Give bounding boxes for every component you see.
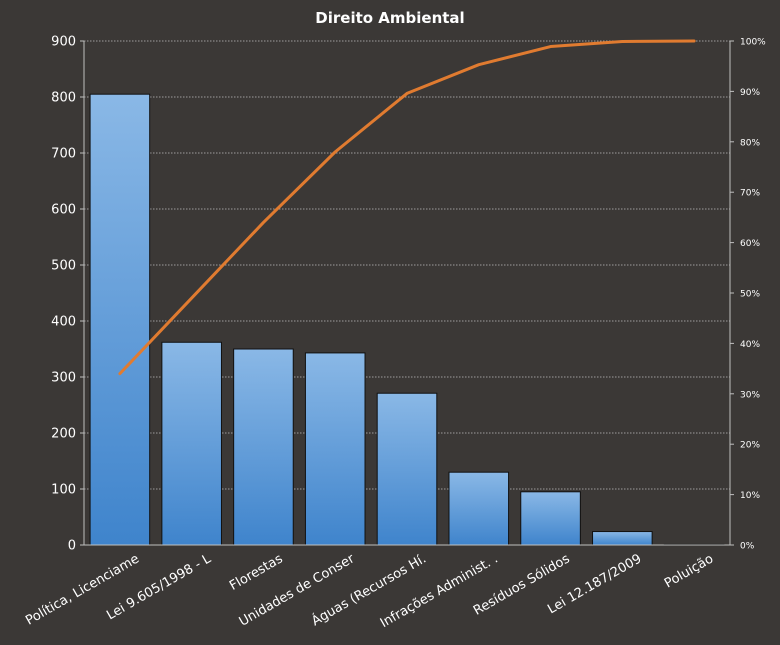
y2-tick-label: 70% — [740, 189, 760, 199]
bar — [592, 531, 653, 546]
y2-tick-label: 90% — [740, 88, 760, 98]
bar — [448, 471, 510, 546]
y2-tick-label: 20% — [740, 441, 760, 451]
y2-tick-label: 60% — [740, 239, 760, 249]
y-tick-label: 400 — [51, 315, 76, 330]
y-tick-label: 800 — [51, 91, 76, 106]
y-tick-label: 300 — [51, 371, 76, 386]
y2-tick-label: 40% — [740, 340, 760, 350]
y-tick-label: 700 — [51, 147, 76, 162]
y2-tick-label: 30% — [740, 390, 760, 400]
y-axis-secondary: 0% 10% 20% 30% 40% 50% 60% 70% 80% 90% 100% — [729, 38, 766, 552]
cumulative-line — [118, 39, 696, 376]
y-tick-label: 600 — [51, 203, 76, 218]
y2-tick-label: 100% — [740, 38, 766, 48]
chart-title: Direito Ambiental — [315, 9, 464, 27]
y-tick-label: 200 — [51, 427, 76, 442]
y-tick-label: 0 — [68, 539, 76, 554]
y2-tick-label: 80% — [740, 138, 760, 148]
bar — [233, 348, 294, 546]
y-tick-label: 500 — [51, 259, 76, 274]
y2-tick-label: 50% — [740, 290, 760, 300]
y-tick-label: 900 — [51, 35, 76, 50]
cumulative-line-series — [118, 39, 696, 376]
y-axis-primary: 0 100 200 300 400 500 600 700 800 900 — [51, 35, 85, 554]
bar — [520, 491, 581, 546]
y-tick-label: 100 — [51, 483, 76, 498]
bar — [304, 352, 366, 546]
bar-series — [89, 93, 725, 546]
bar — [376, 392, 438, 546]
bar — [89, 93, 151, 546]
y2-tick-label: 10% — [740, 491, 760, 501]
bar — [161, 341, 222, 546]
y2-tick-label: 0% — [740, 542, 755, 552]
